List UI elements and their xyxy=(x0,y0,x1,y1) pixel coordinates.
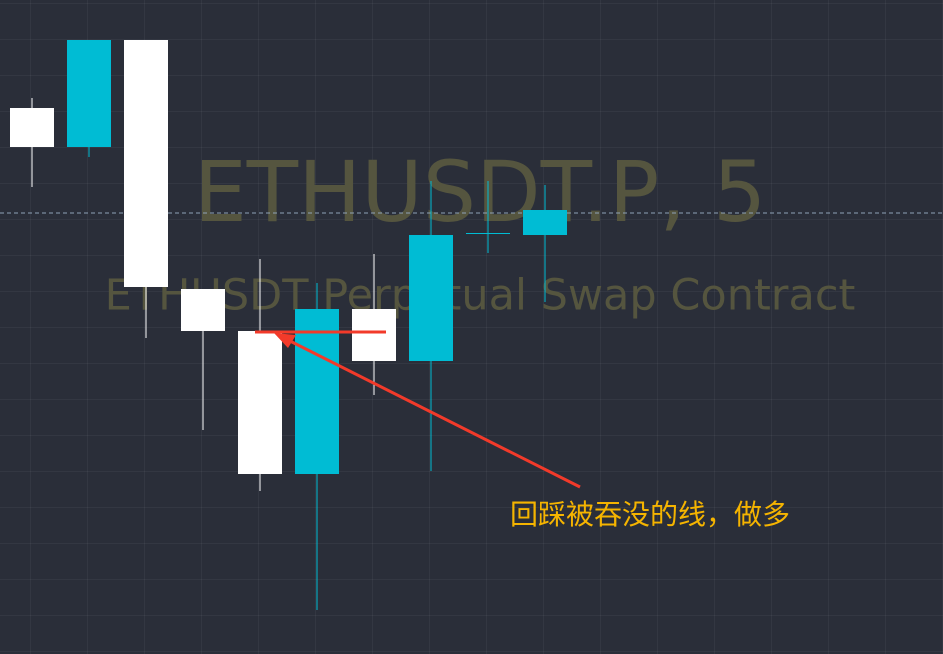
candle-body xyxy=(181,289,225,331)
arrow-shaft xyxy=(285,337,581,489)
watermark-title: ETHUSDT.P, 5 xyxy=(194,143,767,241)
candle-body xyxy=(352,309,396,361)
candles xyxy=(0,40,943,610)
candle-body xyxy=(409,235,453,361)
candle-body xyxy=(523,210,567,235)
candle-body xyxy=(124,40,168,287)
candle-body xyxy=(67,40,111,147)
watermark-subtitle: ETHUSDT Perpetual Swap Contract xyxy=(105,271,856,321)
candle-body xyxy=(238,331,282,474)
candle-body xyxy=(466,233,510,234)
candle-body xyxy=(10,108,54,147)
annotation: 回踩被吞没的线，做多 xyxy=(510,498,790,531)
arrow-head xyxy=(274,333,296,348)
candle-body xyxy=(295,309,339,474)
